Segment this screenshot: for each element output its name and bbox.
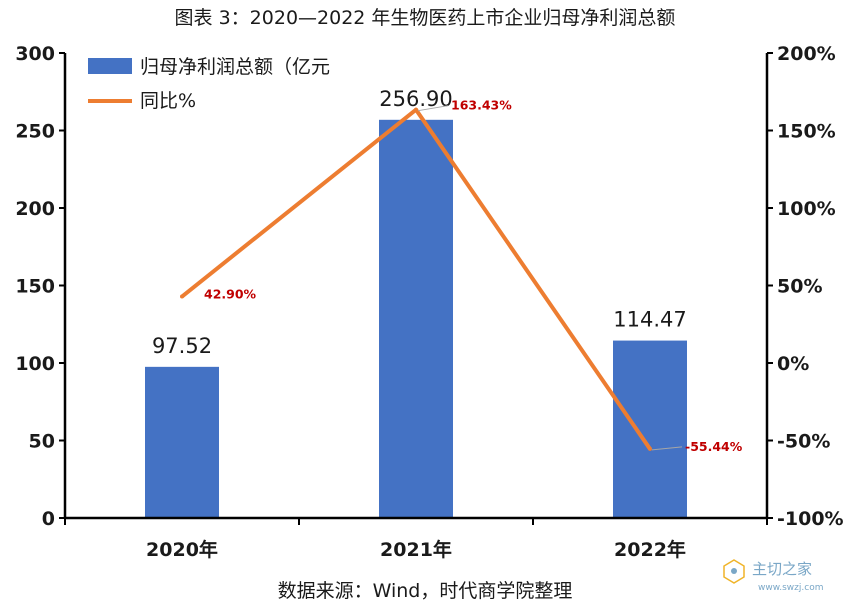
- left-tick-label: 250: [15, 121, 55, 143]
- line-point: [180, 294, 184, 299]
- right-tick-label: -100%: [777, 508, 844, 530]
- legend: 归母净利润总额（亿元 同比%: [88, 56, 330, 112]
- right-tick-label: 100%: [777, 198, 836, 220]
- right-tick-label: 50%: [777, 276, 822, 298]
- watermark-logo-icon: [723, 559, 745, 584]
- line-value-label: 163.43%: [451, 98, 512, 113]
- legend-bar-swatch: [88, 58, 132, 74]
- left-tick-label: 300: [15, 43, 55, 65]
- left-tick-label: 150: [15, 276, 55, 298]
- right-tick-label: 200%: [777, 43, 836, 65]
- line-value-label: -55.44%: [685, 439, 743, 454]
- line-series: 42.90% 163.43% -55.44%: [180, 98, 743, 454]
- axes: 0 50 100 150 200 250 300 -100% -50% 0% 50% 100% 150%…: [15, 43, 843, 561]
- watermark-name: 主切之家: [752, 560, 812, 578]
- source-note: 数据来源：Wind，时代商学院整理: [278, 580, 573, 602]
- left-tick-label: 50: [29, 431, 55, 453]
- chart-title: 图表 3：2020—2022 年生物医药上市企业归母净利润总额: [175, 7, 676, 29]
- right-tick-label: 0%: [777, 353, 809, 375]
- right-tick-label: -50%: [777, 431, 830, 453]
- x-tick-label: 2020年: [146, 538, 218, 561]
- bar: [379, 119, 453, 519]
- x-tick-label: 2022年: [614, 538, 686, 561]
- right-tick-label: 150%: [777, 121, 836, 143]
- bar-value-label: 114.47: [613, 308, 686, 332]
- bar: [145, 366, 219, 518]
- label-leader-line: [651, 446, 683, 451]
- left-tick-label: 200: [15, 198, 55, 220]
- left-tick-label: 100: [15, 353, 55, 375]
- line-value-label: 42.90%: [204, 287, 257, 302]
- legend-line-label: 同比%: [140, 90, 196, 112]
- line-point: [648, 446, 652, 451]
- left-tick-label: 0: [42, 508, 55, 530]
- bar: [613, 340, 687, 518]
- x-tick-label: 2021年: [380, 538, 452, 561]
- watermark: 主切之家 www.swzj.com: [723, 559, 823, 593]
- bar-value-label: 97.52: [152, 334, 212, 358]
- legend-bar-label: 归母净利润总额（亿元: [140, 56, 330, 78]
- label-leader-line: [417, 105, 449, 112]
- watermark-url: www.swzj.com: [758, 583, 823, 593]
- line-point: [414, 107, 418, 112]
